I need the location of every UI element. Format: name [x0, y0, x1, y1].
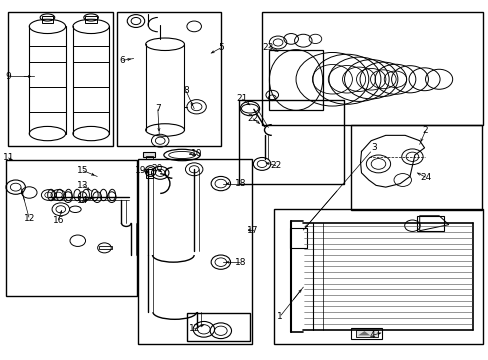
Text: 18: 18: [234, 258, 245, 267]
Text: 6: 6: [119, 56, 125, 65]
Bar: [274, 208, 482, 344]
Text: 21: 21: [236, 94, 247, 103]
Bar: [186, 313, 249, 342]
Text: 14: 14: [77, 196, 88, 205]
Polygon shape: [357, 331, 369, 336]
Bar: [262, 12, 482, 125]
Text: 24: 24: [419, 173, 430, 182]
Text: 3: 3: [370, 143, 376, 152]
Bar: [143, 152, 155, 157]
Bar: [116, 12, 221, 146]
Bar: [145, 157, 153, 159]
Bar: [239, 100, 343, 184]
Text: 9: 9: [5, 72, 11, 81]
Text: 20: 20: [151, 164, 162, 173]
Text: 2: 2: [422, 126, 427, 135]
Bar: [41, 17, 53, 23]
Bar: [350, 125, 481, 210]
Text: 17: 17: [246, 225, 258, 234]
Text: 15: 15: [77, 166, 88, 175]
Text: 16: 16: [53, 216, 64, 225]
Text: 5: 5: [218, 43, 224, 52]
Bar: [355, 330, 377, 337]
Bar: [289, 228, 306, 248]
Text: 10: 10: [190, 149, 202, 158]
Text: 12: 12: [188, 324, 200, 333]
Bar: [138, 158, 252, 344]
Bar: [145, 169, 153, 178]
Bar: [269, 50, 322, 111]
Text: 13: 13: [77, 181, 88, 190]
Text: 12: 12: [23, 214, 35, 223]
Bar: [6, 160, 137, 296]
Bar: [416, 216, 443, 231]
Text: 4: 4: [368, 331, 374, 340]
Text: 8: 8: [183, 86, 188, 95]
Text: 18: 18: [234, 179, 245, 188]
Bar: [350, 328, 382, 339]
Text: 23: 23: [262, 42, 273, 51]
Text: 11: 11: [2, 153, 14, 162]
Text: 22: 22: [247, 114, 258, 123]
Bar: [8, 12, 112, 146]
Text: 19: 19: [135, 166, 146, 175]
Text: 22: 22: [270, 161, 281, 170]
Bar: [85, 17, 97, 23]
Text: 1: 1: [277, 312, 283, 321]
Bar: [99, 246, 112, 249]
Text: 7: 7: [155, 104, 161, 113]
